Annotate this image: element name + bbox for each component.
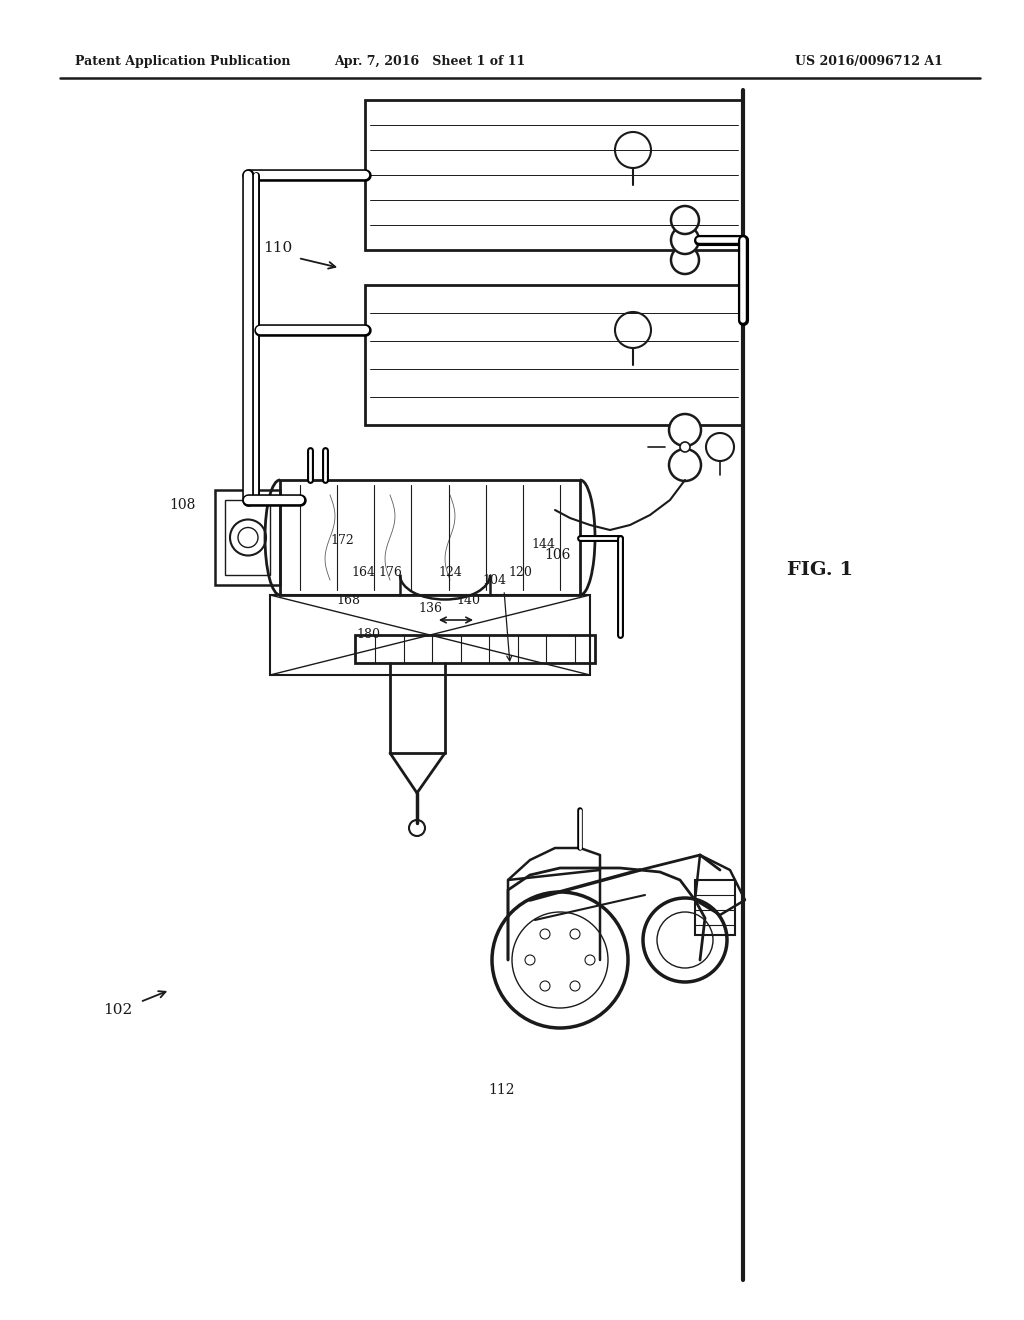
Text: 136: 136 [418,602,442,615]
Text: 172: 172 [330,533,354,546]
Bar [365,100,743,249]
Text: 104: 104 [482,573,506,586]
Text: 112: 112 [488,1082,515,1097]
Circle shape [706,433,734,461]
Bar [355,635,595,663]
Bar [225,500,270,576]
Circle shape [680,442,690,451]
Text: 102: 102 [103,1003,133,1016]
Text: FIG. 1: FIG. 1 [786,561,853,579]
Text: 108: 108 [170,498,196,512]
Text: 180: 180 [356,628,380,642]
Text: Patent Application Publication: Patent Application Publication [75,55,291,69]
Text: 164: 164 [351,565,375,578]
Circle shape [671,226,699,253]
Text: 144: 144 [531,539,555,552]
Bar [215,490,280,585]
Bar [280,480,580,595]
Circle shape [671,246,699,275]
Text: 176: 176 [378,565,402,578]
Text: 106: 106 [544,548,570,562]
Bar [270,595,590,675]
Text: US 2016/0096712 A1: US 2016/0096712 A1 [795,55,943,69]
Circle shape [669,414,701,446]
Text: 168: 168 [336,594,360,606]
Text: 110: 110 [263,242,293,255]
Text: 120: 120 [508,565,531,578]
Text: 140: 140 [456,594,480,606]
Text: Apr. 7, 2016   Sheet 1 of 11: Apr. 7, 2016 Sheet 1 of 11 [335,55,525,69]
Circle shape [671,206,699,234]
Circle shape [669,449,701,480]
Bar [365,285,743,425]
Text: 124: 124 [438,565,462,578]
Bar [695,880,735,935]
